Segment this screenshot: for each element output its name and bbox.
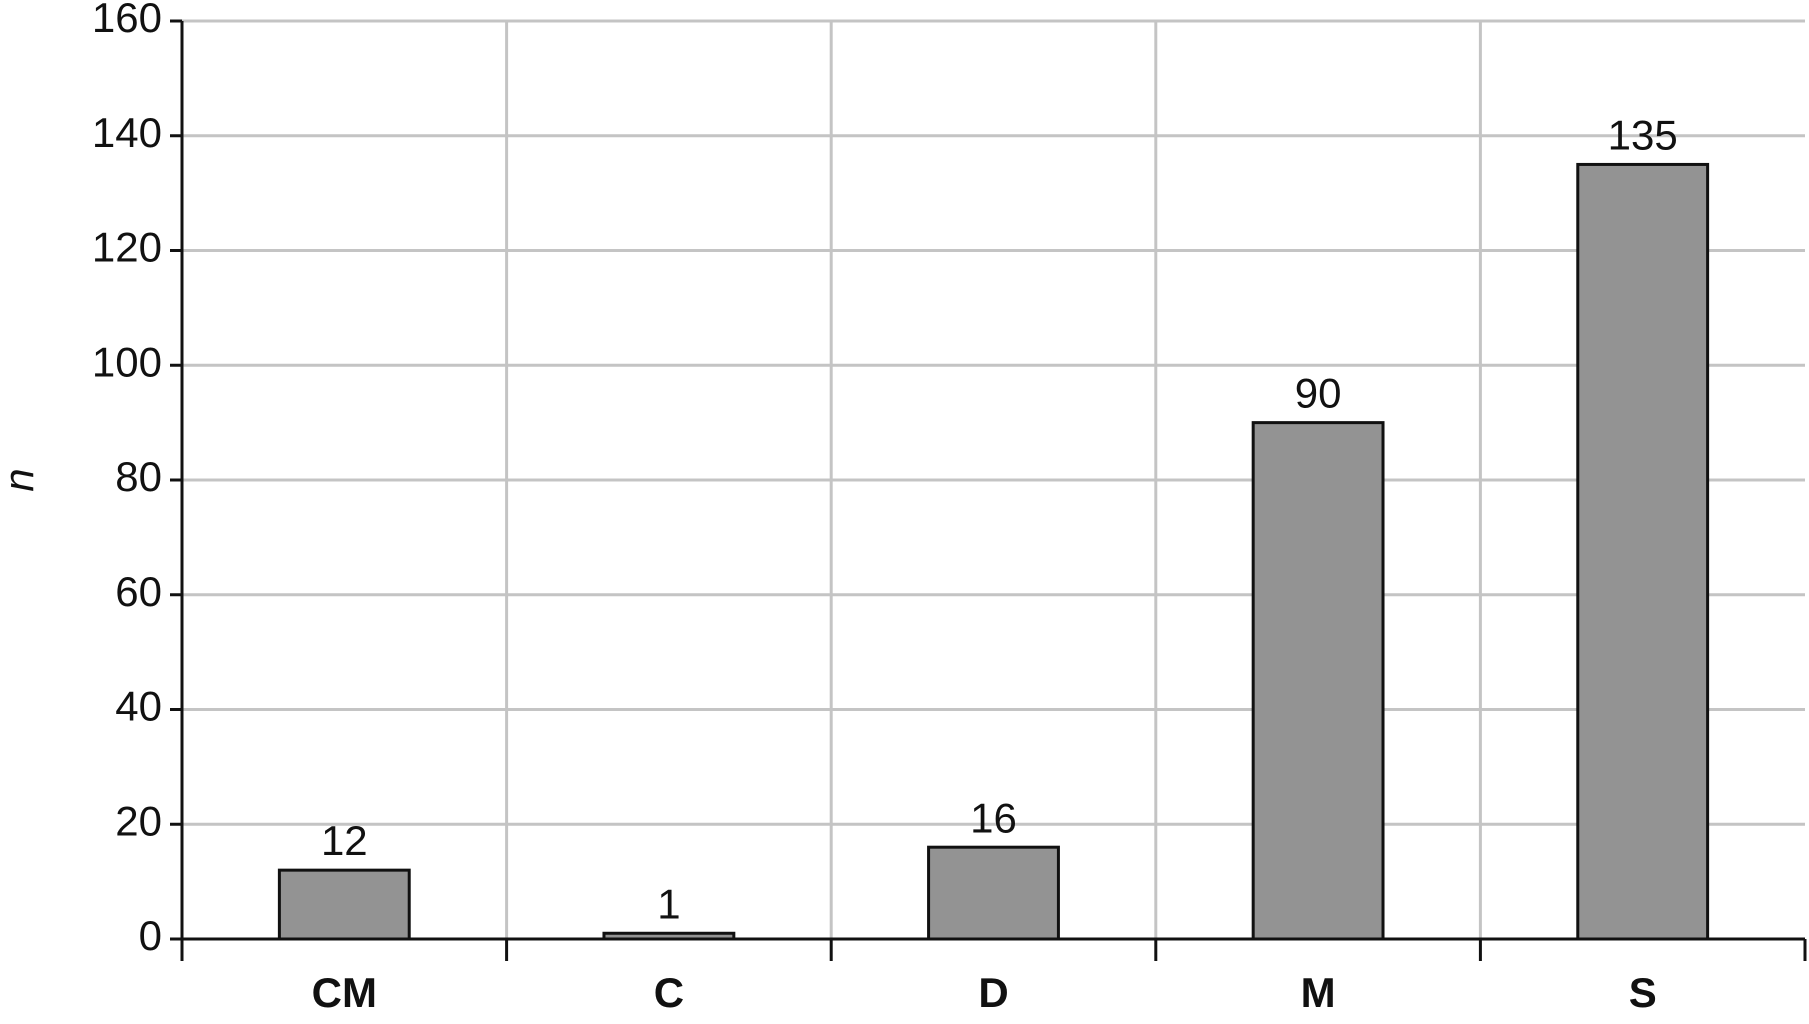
y-tick-label: 120	[92, 224, 162, 271]
x-tick-label: D	[978, 969, 1008, 1016]
y-tick-label: 0	[139, 912, 162, 959]
bar	[927, 845, 1060, 941]
data-label: 12	[321, 817, 368, 864]
y-tick-label: 100	[92, 338, 162, 385]
y-tick-label: 160	[92, 0, 162, 41]
bar	[1576, 162, 1710, 941]
data-label: 90	[1295, 370, 1342, 417]
y-tick-label: 140	[92, 109, 162, 156]
bar	[602, 931, 736, 941]
y-axis-label: n	[0, 468, 42, 491]
x-tick-label: CM	[312, 969, 377, 1016]
x-tick-label: C	[654, 969, 684, 1016]
data-label: 135	[1608, 112, 1678, 159]
y-tick-label: 40	[115, 683, 162, 730]
x-tick-label: S	[1629, 969, 1657, 1016]
y-tick-label: 20	[115, 797, 162, 844]
bar	[277, 868, 411, 941]
data-label: 1	[657, 880, 680, 927]
x-tick-label: M	[1301, 969, 1336, 1016]
data-label: 16	[970, 794, 1017, 841]
y-tick-label: 80	[115, 453, 162, 500]
y-tick-label: 60	[115, 568, 162, 615]
bar	[1251, 421, 1385, 941]
